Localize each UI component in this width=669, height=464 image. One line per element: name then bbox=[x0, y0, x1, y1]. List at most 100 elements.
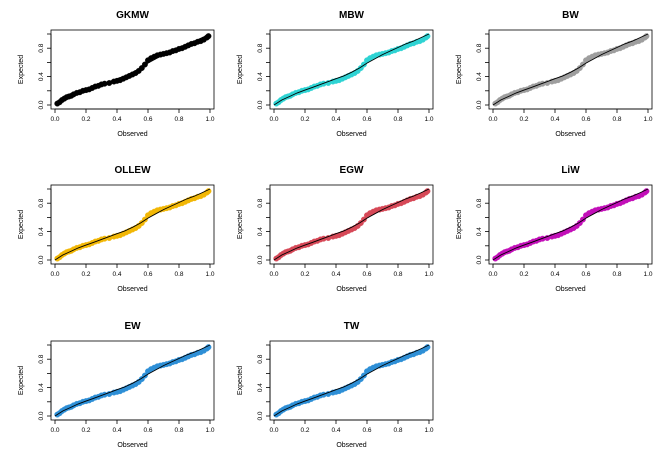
panel-title: BW bbox=[562, 10, 579, 21]
fitted-curve-line bbox=[54, 188, 211, 261]
y-tick-label: 0.0 bbox=[476, 255, 483, 264]
x-tick-label: 0.0 bbox=[50, 271, 59, 278]
y-tick-label: 0.0 bbox=[476, 100, 483, 109]
x-tick-label: 0.0 bbox=[50, 116, 59, 123]
x-tick-label: 0.0 bbox=[269, 427, 278, 434]
y-tick-label: 0.4 bbox=[38, 383, 45, 392]
data-point bbox=[424, 33, 431, 40]
y-tick-label: 0.8 bbox=[38, 198, 45, 207]
x-tick-label: 0.2 bbox=[300, 271, 309, 278]
fitted-curve-line bbox=[273, 344, 430, 417]
data-points bbox=[54, 33, 212, 107]
x-tick-label: 0.2 bbox=[81, 116, 90, 123]
x-tick-label: 0.4 bbox=[550, 271, 559, 278]
x-tick-label: 0.8 bbox=[393, 271, 402, 278]
y-axis: 0.0 0.4 0.8 bbox=[257, 344, 271, 421]
x-tick-label: 1.0 bbox=[424, 116, 433, 123]
y-tick-label: 0.4 bbox=[257, 227, 264, 236]
panel-title: TW bbox=[344, 321, 360, 332]
x-tick-label: 1.0 bbox=[643, 116, 652, 123]
y-tick-label: 0.8 bbox=[257, 43, 264, 52]
panel-bw: BW 0.0 0.2 0.4 0.6 0.8 1.0 Observed 0.0 0.4 0.8 Exp… bbox=[456, 10, 653, 138]
y-axis: 0.0 0.4 0.8 bbox=[38, 188, 52, 265]
x-tick-label: 0.0 bbox=[488, 271, 497, 278]
y-tick-label: 0.0 bbox=[38, 411, 45, 420]
data-points bbox=[54, 344, 212, 418]
x-tick-label: 0.2 bbox=[81, 271, 90, 278]
x-tick-label: 0.8 bbox=[174, 427, 183, 434]
x-axis-label: Observed bbox=[117, 442, 147, 449]
x-tick-label: 0.6 bbox=[362, 271, 371, 278]
x-tick-label: 0.8 bbox=[612, 271, 621, 278]
y-axis: 0.0 0.4 0.8 bbox=[38, 33, 52, 110]
x-tick-label: 0.8 bbox=[612, 116, 621, 123]
panel-title: LiW bbox=[561, 165, 580, 176]
x-tick-label: 0.6 bbox=[143, 271, 152, 278]
x-tick-label: 0.0 bbox=[269, 271, 278, 278]
x-axis: 0.0 0.2 0.4 0.6 0.8 1.0 bbox=[269, 419, 434, 434]
panel-mbw: MBW 0.0 0.2 0.4 0.6 0.8 1.0 Observed 0.0 0.4 0.8 Ex… bbox=[237, 10, 434, 138]
y-tick-label: 0.8 bbox=[38, 43, 45, 52]
x-tick-label: 0.6 bbox=[143, 116, 152, 123]
x-tick-label: 1.0 bbox=[424, 271, 433, 278]
panel-tw: TW 0.0 0.2 0.4 0.6 0.8 1.0 Observed 0.0 0.4 0.8 Exp… bbox=[237, 321, 434, 449]
data-points bbox=[54, 188, 212, 262]
x-tick-label: 0.4 bbox=[112, 271, 121, 278]
y-tick-label: 0.8 bbox=[38, 354, 45, 363]
y-tick-label: 0.8 bbox=[476, 43, 483, 52]
x-tick-label: 0.2 bbox=[81, 427, 90, 434]
data-point bbox=[643, 33, 650, 40]
x-tick-label: 0.4 bbox=[331, 427, 340, 434]
x-tick-label: 0.8 bbox=[174, 271, 183, 278]
x-axis-label: Observed bbox=[336, 442, 366, 449]
x-tick-label: 0.4 bbox=[112, 116, 121, 123]
y-tick-label: 0.4 bbox=[476, 72, 483, 81]
fitted-curve-line bbox=[492, 33, 649, 106]
y-tick-label: 0.8 bbox=[257, 354, 264, 363]
y-axis-label: Expected bbox=[18, 366, 25, 395]
x-tick-label: 1.0 bbox=[205, 271, 214, 278]
x-axis: 0.0 0.2 0.4 0.6 0.8 1.0 bbox=[50, 263, 215, 278]
x-tick-label: 0.8 bbox=[393, 427, 402, 434]
data-points bbox=[492, 33, 650, 107]
y-axis: 0.0 0.4 0.8 bbox=[257, 188, 271, 265]
fitted-curve-line bbox=[492, 188, 649, 261]
x-axis: 0.0 0.2 0.4 0.6 0.8 1.0 bbox=[50, 419, 215, 434]
fitted-curve-line bbox=[273, 33, 430, 106]
x-tick-label: 0.6 bbox=[581, 116, 590, 123]
y-tick-label: 0.4 bbox=[257, 72, 264, 81]
x-tick-label: 0.0 bbox=[269, 116, 278, 123]
y-axis-label: Expected bbox=[456, 210, 463, 239]
y-tick-label: 0.8 bbox=[476, 198, 483, 207]
panel-ew: EW 0.0 0.2 0.4 0.6 0.8 1.0 Observed 0.0 0.4 0.8 Exp… bbox=[18, 321, 215, 449]
x-axis-label: Observed bbox=[336, 286, 366, 293]
panel-title: MBW bbox=[339, 10, 365, 21]
x-tick-label: 0.2 bbox=[300, 427, 309, 434]
x-axis-label: Observed bbox=[555, 131, 585, 138]
x-axis: 0.0 0.2 0.4 0.6 0.8 1.0 bbox=[50, 108, 215, 123]
fitted-curve-line bbox=[54, 33, 211, 106]
x-axis-label: Observed bbox=[117, 286, 147, 293]
x-axis-label: Observed bbox=[336, 131, 366, 138]
y-axis-label: Expected bbox=[18, 55, 25, 84]
x-tick-label: 0.0 bbox=[488, 116, 497, 123]
x-tick-label: 0.6 bbox=[362, 116, 371, 123]
y-axis-label: Expected bbox=[18, 210, 25, 239]
y-axis: 0.0 0.4 0.8 bbox=[476, 188, 490, 265]
y-tick-label: 0.4 bbox=[38, 72, 45, 81]
x-axis-label: Observed bbox=[117, 131, 147, 138]
x-tick-label: 0.8 bbox=[393, 116, 402, 123]
panel-title: GKMW bbox=[116, 10, 149, 21]
fitted-curve-line bbox=[54, 344, 211, 417]
y-axis-label: Expected bbox=[237, 55, 244, 84]
x-tick-label: 0.2 bbox=[300, 116, 309, 123]
panel-gkmw: GKMW 0.0 0.2 0.4 0.6 0.8 1.0 Observed 0.0 0.4 0.8 E… bbox=[18, 10, 215, 138]
x-axis: 0.0 0.2 0.4 0.6 0.8 1.0 bbox=[269, 108, 434, 123]
y-tick-label: 0.0 bbox=[257, 255, 264, 264]
x-tick-label: 0.2 bbox=[519, 116, 528, 123]
y-tick-label: 0.4 bbox=[257, 383, 264, 392]
y-tick-label: 0.4 bbox=[38, 227, 45, 236]
x-tick-label: 0.6 bbox=[362, 427, 371, 434]
x-tick-label: 0.4 bbox=[331, 116, 340, 123]
